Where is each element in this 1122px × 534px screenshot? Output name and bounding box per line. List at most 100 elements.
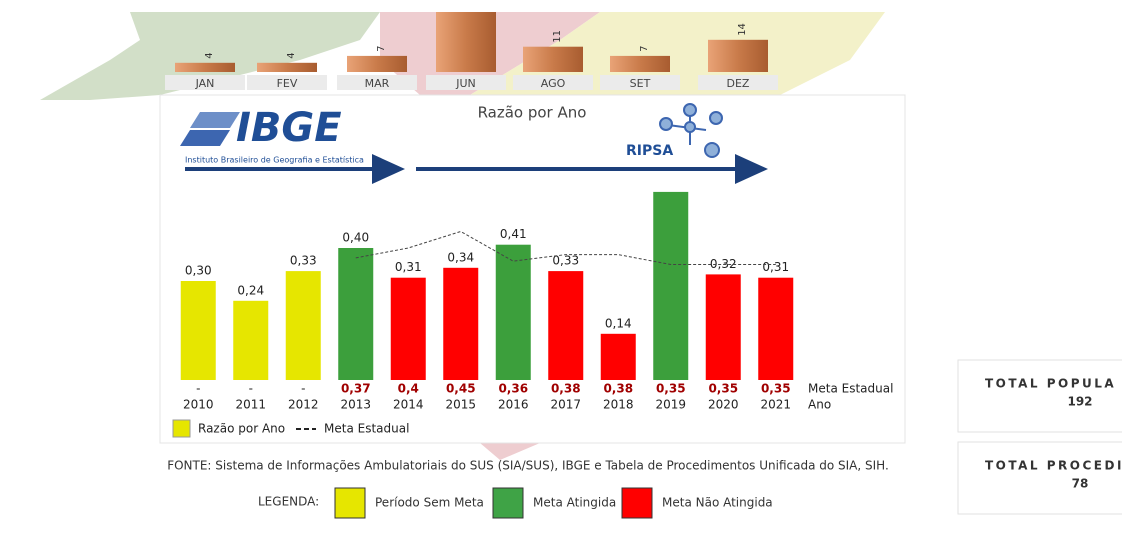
chart-panel bbox=[159, 94, 906, 444]
x-tick-label: 2014 bbox=[393, 398, 424, 412]
logo-text: RIPSA bbox=[626, 143, 673, 159]
legend-label: Período Sem Meta bbox=[375, 496, 484, 510]
value-label: 0,32 bbox=[710, 257, 737, 271]
x-tick-label: 2010 bbox=[183, 398, 214, 412]
month-axis-band bbox=[165, 75, 245, 90]
value-label: 0,31 bbox=[395, 260, 422, 274]
bar bbox=[175, 62, 235, 72]
value-label: 0,30 bbox=[185, 264, 212, 278]
value-label: 0,14 bbox=[605, 316, 632, 330]
meta-label: 0,37 bbox=[341, 382, 371, 396]
bar bbox=[285, 271, 321, 380]
x-tick-label: 2019 bbox=[655, 398, 686, 412]
card-value: 192 bbox=[1067, 395, 1092, 409]
logo-subtext: Instituto Brasileiro de Geografia e Esta… bbox=[185, 156, 364, 165]
x-tick-label: 2013 bbox=[340, 398, 371, 412]
bar bbox=[523, 46, 583, 72]
x-tick-label: 2018 bbox=[603, 398, 634, 412]
bar bbox=[708, 39, 768, 72]
meta-label: 0,35 bbox=[761, 382, 791, 396]
x-tick-label: SET bbox=[630, 77, 651, 90]
meta-label: 0,4 bbox=[398, 382, 419, 396]
cards: TOTAL POPULA 192 TOTAL PROCEDI 78 bbox=[957, 359, 1122, 515]
x-tick-label: MAR bbox=[365, 77, 390, 90]
value-label: 0,41 bbox=[500, 227, 527, 241]
value-label: 14 bbox=[737, 23, 748, 36]
meta-label: 0,45 bbox=[446, 382, 476, 396]
bar bbox=[390, 277, 426, 380]
value-label: 4 bbox=[204, 52, 215, 58]
x-tick-label: JAN bbox=[195, 77, 215, 90]
value-label: 11 bbox=[552, 30, 563, 43]
chart-title: Razão por Ano bbox=[478, 104, 587, 122]
value-label: 7 bbox=[376, 46, 387, 52]
value-label: 0,24 bbox=[237, 283, 264, 297]
meta-label: - bbox=[249, 382, 253, 396]
meta-label: - bbox=[301, 382, 305, 396]
source: FONTE: Sistema de Informações Ambulatori… bbox=[167, 459, 889, 473]
bar bbox=[180, 281, 216, 380]
bar bbox=[600, 333, 636, 380]
meta-label: 0,36 bbox=[498, 382, 528, 396]
row-label: Meta Estadual bbox=[808, 382, 893, 396]
card-title: TOTAL PROCEDI bbox=[985, 459, 1122, 473]
x-tick-label: JUN bbox=[455, 77, 476, 90]
month-axis-band bbox=[600, 75, 680, 90]
bar bbox=[233, 300, 269, 380]
x-tick-label: AGO bbox=[541, 77, 566, 90]
card bbox=[957, 441, 1122, 515]
logo-text: IBGE bbox=[236, 105, 342, 151]
x-tick-label: 2012 bbox=[288, 398, 319, 412]
bar bbox=[436, 12, 496, 72]
legend-swatch bbox=[492, 487, 524, 519]
meta-label: - bbox=[196, 382, 200, 396]
bar bbox=[347, 55, 407, 72]
meta-label: 0,38 bbox=[603, 382, 633, 396]
value-label: 7 bbox=[639, 46, 650, 52]
x-tick-label: 2020 bbox=[708, 398, 739, 412]
legend-swatch bbox=[621, 487, 653, 519]
value-label: 0,33 bbox=[290, 254, 317, 268]
x-tick-label: 2015 bbox=[445, 398, 476, 412]
bar bbox=[705, 274, 741, 380]
legend-label: Razão por Ano bbox=[198, 422, 285, 436]
value-label: 0,33 bbox=[552, 254, 579, 268]
bar bbox=[338, 248, 374, 380]
legend-title: LEGENDA: bbox=[258, 495, 319, 509]
bar bbox=[495, 244, 531, 380]
x-tick-label: FEV bbox=[277, 77, 298, 90]
meta-label: 0,35 bbox=[708, 382, 738, 396]
month-axis-band bbox=[698, 75, 778, 90]
row-label: Ano bbox=[808, 398, 831, 412]
meta-label: 0,38 bbox=[551, 382, 581, 396]
month-chart: JAN 4 FEV 4 MAR 7 JUN AGO 11 SET 7 DEZ 14 bbox=[165, 12, 778, 90]
legend-label: Meta Atingida bbox=[533, 496, 616, 510]
value-label: 0,40 bbox=[342, 231, 369, 245]
ibge-logo: IBGE Instituto Brasileiro de Geografia e… bbox=[180, 103, 768, 184]
bar bbox=[610, 55, 670, 72]
month-axis-band bbox=[513, 75, 593, 90]
card bbox=[957, 359, 1122, 433]
value-label: 0,34 bbox=[447, 250, 474, 264]
card-value: 78 bbox=[1072, 477, 1089, 491]
x-tick-label: 2017 bbox=[550, 398, 581, 412]
x-tick-label: 2016 bbox=[498, 398, 529, 412]
month-axis-band bbox=[247, 75, 327, 90]
year-chart: 0,30 0,24 0,33 0,40 0,31 0,34 0,41 0,33 0,14 0,32… bbox=[172, 191, 893, 438]
bar bbox=[758, 277, 794, 380]
bottom-legend: Período Sem Meta Meta Atingida Meta Não At… bbox=[334, 487, 773, 519]
bar bbox=[653, 191, 689, 380]
x-tick-label: 2011 bbox=[235, 398, 266, 412]
month-axis-band bbox=[337, 75, 417, 90]
value-label: 0,31 bbox=[762, 260, 789, 274]
meta-line bbox=[355, 230, 776, 265]
x-tick-label: 2021 bbox=[760, 398, 791, 412]
meta-label: 0,35 bbox=[656, 382, 686, 396]
legend-label: Meta Estadual bbox=[324, 422, 409, 436]
legend-swatch bbox=[172, 419, 191, 438]
bar bbox=[548, 271, 584, 380]
bar bbox=[257, 62, 317, 72]
month-axis-band bbox=[426, 75, 506, 90]
x-tick-label: DEZ bbox=[727, 77, 750, 90]
